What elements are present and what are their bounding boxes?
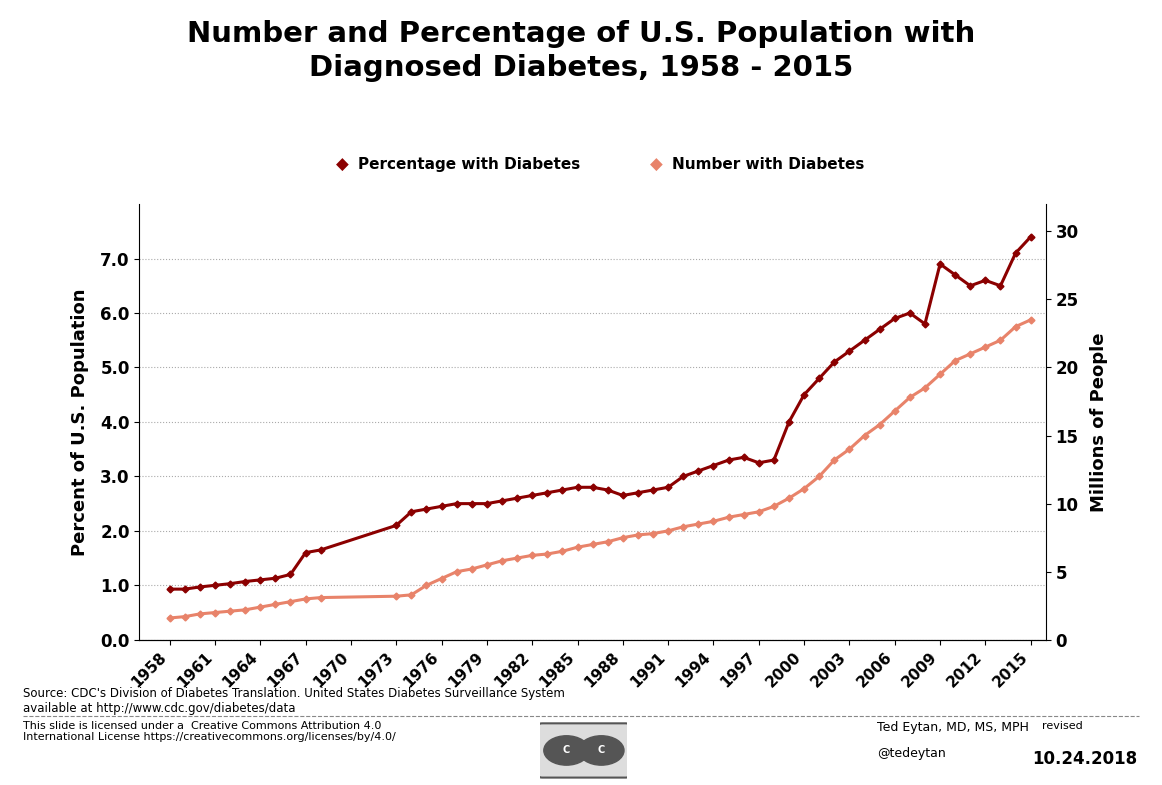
Text: C: C xyxy=(562,746,571,755)
Circle shape xyxy=(544,736,589,765)
Y-axis label: Percent of U.S. Population: Percent of U.S. Population xyxy=(71,288,89,556)
Circle shape xyxy=(579,736,624,765)
Y-axis label: Millions of People: Millions of People xyxy=(1090,332,1107,512)
Text: ◆: ◆ xyxy=(337,156,349,173)
Text: 10.24.2018: 10.24.2018 xyxy=(1032,750,1136,769)
Text: C: C xyxy=(597,746,605,755)
Text: ◆: ◆ xyxy=(651,156,662,173)
Text: Number and Percentage of U.S. Population with
Diagnosed Diabetes, 1958 - 2015: Number and Percentage of U.S. Population… xyxy=(187,20,975,82)
FancyBboxPatch shape xyxy=(539,723,630,778)
Text: This slide is licensed under a  Creative Commons Attribution 4.0
International L: This slide is licensed under a Creative … xyxy=(23,721,396,743)
Text: revised: revised xyxy=(1042,721,1083,731)
Text: Source: CDC's Division of Diabetes Translation. United States Diabetes Surveilla: Source: CDC's Division of Diabetes Trans… xyxy=(23,687,565,715)
Text: Percentage with Diabetes: Percentage with Diabetes xyxy=(358,157,580,173)
Text: Number with Diabetes: Number with Diabetes xyxy=(672,157,865,173)
Text: @tedeytan: @tedeytan xyxy=(877,747,946,761)
Text: Ted Eytan, MD, MS, MPH: Ted Eytan, MD, MS, MPH xyxy=(877,721,1030,734)
